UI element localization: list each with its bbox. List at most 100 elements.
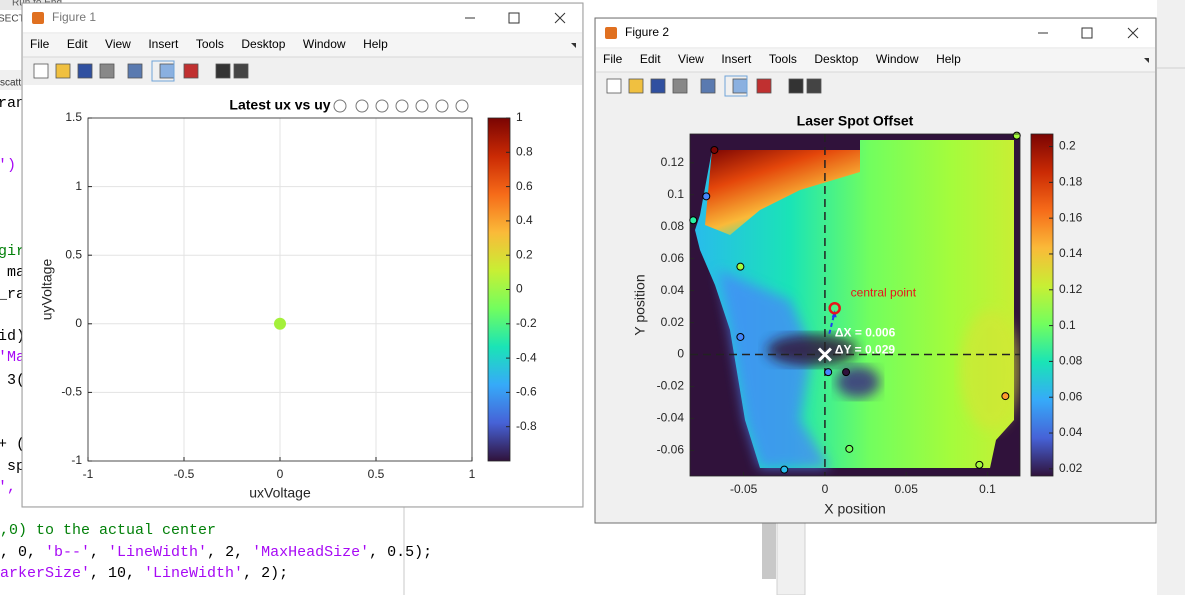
toolbar-toggle: [724, 75, 748, 97]
menu-item[interactable]: File: [30, 37, 50, 51]
y-tick-label: 0.06: [661, 251, 685, 265]
toolbar-button[interactable]: [672, 78, 688, 94]
scatter-point: [274, 317, 286, 330]
colorbar-tick-label: 0.2: [516, 247, 533, 261]
measurement-point: [1001, 392, 1010, 401]
menu-item[interactable]: Help: [363, 37, 388, 51]
code-line: ,0) to the actual center: [0, 522, 216, 539]
app-icon: [605, 27, 617, 39]
y-tick-label: 0.1: [667, 187, 684, 201]
x-tick-label: -1: [83, 467, 94, 481]
toolbar-button[interactable]: [806, 78, 822, 94]
y-tick-label: 0.08: [661, 219, 685, 233]
menu-item[interactable]: Desktop: [814, 52, 858, 66]
toolbar-button[interactable]: [233, 63, 249, 79]
close-button[interactable]: [554, 12, 566, 24]
y-tick-label: -1: [71, 453, 82, 467]
measurement-point: [824, 368, 833, 377]
window-title: Figure 2: [625, 25, 669, 39]
colorbar-tick-label: 0.8: [516, 144, 533, 158]
toolbar-button[interactable]: [55, 63, 71, 79]
code-fragment: 3(: [0, 372, 25, 389]
toolbar-button[interactable]: [159, 63, 175, 79]
colorbar-tick-label: 0.2: [1059, 139, 1076, 153]
axes-toolbar-button[interactable]: [355, 99, 369, 113]
menu-dock-arrow: [571, 43, 576, 48]
maximize-button[interactable]: [508, 12, 520, 24]
menu-item[interactable]: Edit: [67, 37, 88, 51]
menu-item[interactable]: Window: [876, 52, 919, 66]
heatmap-min-region: [767, 334, 857, 366]
code-token: , 10,: [90, 565, 144, 582]
y-tick-label: -0.04: [657, 411, 685, 425]
code-token: arkerSize': [0, 565, 90, 582]
toolbar-button[interactable]: [215, 63, 231, 79]
y-tick-label: 0.02: [661, 315, 685, 329]
colorbar-tick-label: 0.18: [1059, 175, 1083, 189]
code-fragment: _ra: [0, 286, 25, 303]
code-fragment: sp: [0, 458, 25, 475]
close-button[interactable]: [1127, 27, 1139, 39]
toolbar-button[interactable]: [33, 63, 49, 79]
toolbar-button[interactable]: [183, 63, 199, 79]
toolbar-button[interactable]: [606, 78, 622, 94]
section-label: SECT: [0, 14, 25, 25]
menu-item[interactable]: Tools: [196, 37, 224, 51]
toolbar-button[interactable]: [99, 63, 115, 79]
toolbar-button[interactable]: [628, 78, 644, 94]
code-token: ,0) to the actual center: [0, 522, 216, 539]
panel-label: scatt: [0, 78, 21, 89]
menu-item[interactable]: Tools: [769, 52, 797, 66]
code-fragment: 'Ma: [0, 349, 25, 366]
toolbar-button[interactable]: [77, 63, 93, 79]
y-axis-label: uyVoltage: [39, 259, 55, 321]
code-fragment: + (: [0, 436, 25, 453]
toolbar-button[interactable]: [127, 63, 143, 79]
toolbar-button[interactable]: [756, 78, 772, 94]
toolbar-button[interactable]: [732, 78, 748, 94]
menu-item[interactable]: Desktop: [241, 37, 285, 51]
code-line: , 0, 'b--', 'LineWidth', 2, 'MaxHeadSize…: [0, 544, 432, 561]
colorbar-tick-label: 1: [516, 110, 523, 124]
axes-toolbar-button[interactable]: [375, 99, 389, 113]
toolbar-button[interactable]: [700, 78, 716, 94]
menu-item[interactable]: View: [678, 52, 704, 66]
heatmap-high-edge: [960, 310, 1020, 430]
code-line: arkerSize', 10, 'LineWidth', 2);: [0, 565, 288, 582]
colorbar-tick-label: 0.1: [1059, 318, 1076, 332]
menu-item[interactable]: Insert: [148, 37, 179, 51]
axes-toolbar-button[interactable]: [455, 99, 469, 113]
y-tick-label: 0.04: [661, 283, 685, 297]
x-tick-label: -0.5: [174, 467, 195, 481]
axes-toolbar-button[interactable]: [395, 99, 409, 113]
x-axis-label: X position: [824, 501, 885, 517]
axes-toolbar-button[interactable]: [333, 99, 347, 113]
origin-marker: [817, 347, 832, 362]
axes-toolbar-button[interactable]: [415, 99, 429, 113]
x-tick-label: -0.05: [730, 482, 758, 496]
y-tick-label: 0.5: [65, 247, 82, 261]
chart-title: Laser Spot Offset: [797, 113, 914, 129]
measurement-point: [842, 368, 851, 377]
menu-item[interactable]: Window: [303, 37, 346, 51]
colorbar-tick-label: 0.08: [1059, 354, 1083, 368]
toolbar-button[interactable]: [788, 78, 804, 94]
menu-item[interactable]: Help: [936, 52, 961, 66]
measurement-point: [780, 465, 789, 474]
maximize-button[interactable]: [1081, 27, 1093, 39]
toolbar-button[interactable]: [650, 78, 666, 94]
menu-item[interactable]: Insert: [721, 52, 752, 66]
side-panel: [776, 522, 806, 595]
code-fragment: ran: [0, 95, 25, 112]
menu-item[interactable]: File: [603, 52, 623, 66]
menu-item[interactable]: Edit: [640, 52, 661, 66]
y-tick-label: 1: [75, 179, 82, 193]
app-icon: [32, 12, 44, 24]
axes-frame: [689, 133, 1021, 477]
axes-toolbar-button[interactable]: [435, 99, 449, 113]
menu-item[interactable]: View: [105, 37, 131, 51]
colorbar-tick-label: 0.02: [1059, 461, 1083, 475]
